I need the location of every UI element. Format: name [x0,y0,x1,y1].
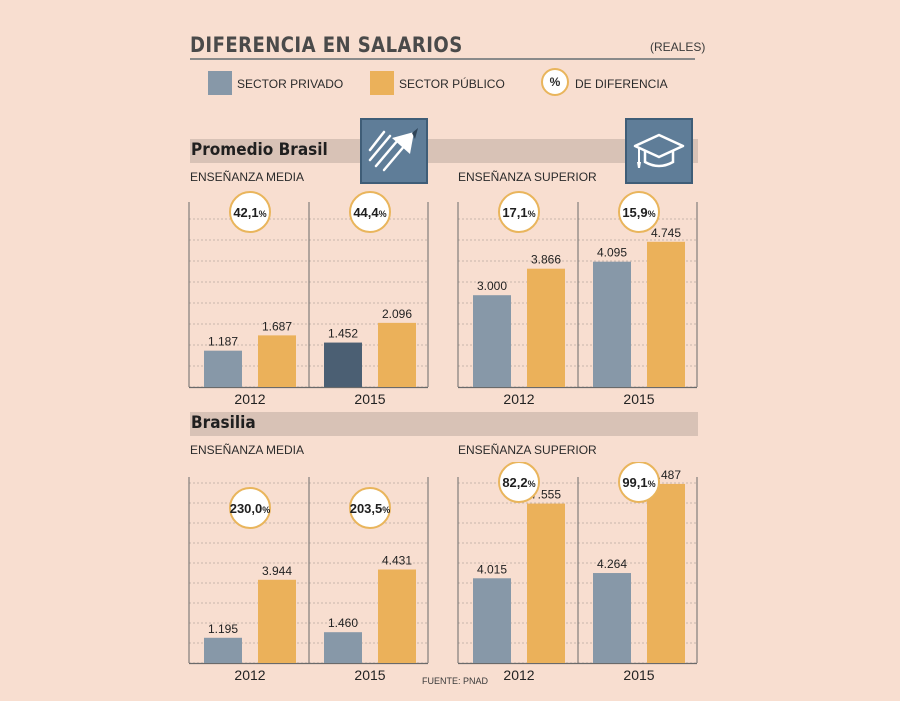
bar-private-2012 [473,295,511,387]
bar-private-2015 [593,261,631,387]
pencil-icon [360,118,428,184]
bar-value-label: 4.745 [651,226,681,240]
bar-value-label: 4.431 [382,554,412,568]
category-label-2012: 2012 [234,391,265,407]
bar-value-label: 4.095 [597,246,627,260]
bar-private-2015 [593,573,631,663]
difference-circle [349,487,391,529]
category-label-2015: 2015 [354,667,385,683]
bar-value-label: 1.460 [328,616,358,630]
legend-swatch-public [370,71,394,95]
difference-circle [618,191,660,233]
legend-label-private: SECTOR PRIVADO [237,77,344,91]
bar-public-2012 [258,335,296,387]
category-label-2015: 2015 [623,391,654,407]
bar-value-label: 4.015 [477,562,507,576]
section-band-brasil [190,139,698,163]
bar-private-2015 [324,342,362,387]
section-title-brasilia: Brasilia [191,413,256,433]
bar-public-2012 [527,268,565,387]
bar-private-2015 [324,632,362,663]
category-label-2015: 2015 [623,667,654,683]
bar-public-2015 [378,322,416,387]
bar-value-label: 3.944 [262,564,292,578]
bar-private-2012 [204,350,242,387]
title-divider [190,58,695,60]
difference-circle [498,191,540,233]
bar-value-label: 3.866 [531,253,561,267]
difference-circle [498,462,540,503]
difference-label: 42,1% [233,205,266,220]
legend-label-diff: DE DIFERENCIA [575,77,668,91]
chart-brasilia-media: 1.195 3.944 2012 230,0% 1.460 4.431 2015 203,5% [188,477,429,683]
bar-private-2012 [204,637,242,663]
difference-circle [229,191,271,233]
difference-label: 44,4% [353,205,386,220]
bar-value-label: 2.096 [382,307,412,321]
difference-label: 203,5% [350,501,391,516]
bar-value-label: 1.687 [262,319,292,333]
legend-swatch-private [208,71,232,95]
subtitle-brasilia-media: ENSEÑANZA MEDIA [190,443,305,457]
units-label: (REALES) [650,40,706,54]
bar-public-2012 [258,579,296,663]
subtitle-brasilia-superior: ENSEÑANZA SUPERIOR [458,443,597,457]
chart-brasil-media: 1.187 1.687 2012 42,1% 1.452 2.096 2015 44,4% [188,191,429,407]
difference-label: 82,2% [502,475,535,490]
chart-brasil-superior: 3.000 3.866 2012 17,1% 4.095 4.745 2015 15,9% [457,191,698,407]
bar-public-2012 [527,503,565,663]
category-label-2012: 2012 [234,667,265,683]
category-label-2012: 2012 [503,391,534,407]
bar-value-label: 4.264 [597,557,627,571]
difference-label: 15,9% [622,205,655,220]
bar-value-label: 3.000 [477,279,507,293]
source-note: FUENTE: PNAD [422,676,489,686]
bar-public-2015 [647,483,685,663]
bar-public-2015 [378,569,416,663]
difference-label: 99,1% [622,475,655,490]
subtitle-brasil-media: ENSEÑANZA MEDIA [190,170,305,184]
difference-circle [349,191,391,233]
bar-value-label: 7.555 [531,488,561,502]
category-label-2012: 2012 [503,667,534,683]
bar-value-label: 1.187 [208,335,238,349]
bar-public-2015 [647,241,685,387]
category-label-2015: 2015 [354,391,385,407]
legend-diff-circle: % [541,68,569,96]
difference-circle [618,462,660,503]
legend-label-public: SECTOR PÚBLICO [399,77,505,91]
difference-circle [229,487,271,529]
page-title: DIFERENCIA EN SALARIOS [190,33,463,57]
bar-value-label: 1.195 [208,622,238,636]
bar-value-label: 1.452 [328,327,358,341]
section-band-brasilia [190,412,698,436]
graduation-cap-icon [625,118,693,184]
bar-private-2012 [473,578,511,663]
difference-label: 230,0% [230,501,271,516]
difference-label: 17,1% [502,205,535,220]
subtitle-brasil-superior: ENSEÑANZA SUPERIOR [458,170,597,184]
section-title-brasil: Promedio Brasil [191,140,328,160]
